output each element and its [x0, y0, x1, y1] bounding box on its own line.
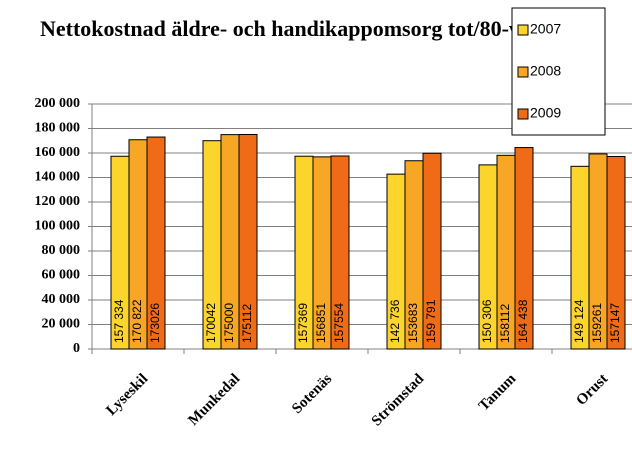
y-tick-label: 120 000	[35, 194, 81, 209]
y-tick-label: 180 000	[35, 121, 81, 136]
data-label: 149 124	[572, 299, 586, 343]
x-tick-label: Tanum	[476, 371, 520, 415]
x-tick-label: Orust	[573, 371, 611, 409]
bar	[238, 133, 258, 350]
y-tick-label: 40 000	[42, 292, 81, 307]
data-label: 153683	[406, 303, 420, 343]
bar	[146, 136, 166, 350]
y-tick-label: 100 000	[35, 219, 81, 234]
legend-label: 2009	[530, 105, 561, 121]
data-label: 157147	[608, 303, 622, 343]
y-tick-label: 60 000	[42, 268, 81, 283]
data-label: 164 438	[516, 299, 530, 343]
legend-swatch	[517, 108, 529, 120]
data-label: 159261	[590, 303, 604, 343]
legend-swatch	[517, 24, 529, 36]
x-tick-label: Munkedal	[185, 371, 243, 429]
data-label: 170 822	[130, 299, 144, 343]
data-label: 175000	[222, 303, 236, 343]
y-tick-label: 160 000	[35, 145, 81, 160]
bar	[330, 155, 350, 350]
data-label: 142 736	[388, 299, 402, 343]
data-label: 157 334	[112, 299, 126, 343]
y-tick-label: 20 000	[42, 317, 81, 332]
data-label: 157369	[296, 303, 310, 343]
data-label: 150 306	[480, 299, 494, 343]
bar	[514, 147, 534, 350]
bar	[606, 155, 626, 350]
y-tick-label: 140 000	[35, 170, 81, 185]
x-tick-label: Strömstad	[369, 370, 428, 429]
chart-title: Nettokostnad äldre- och handikappomsorg …	[40, 16, 525, 41]
y-tick-label: 200 000	[35, 96, 81, 111]
data-label: 170042	[204, 303, 218, 343]
x-tick-label: Lyseskil	[103, 371, 151, 419]
data-label: 158112	[498, 304, 512, 343]
legend-label: 2007	[530, 21, 561, 37]
data-label: 156851	[314, 303, 328, 343]
legend-swatch	[517, 66, 529, 78]
x-tick-label: Sotenäs	[289, 371, 335, 417]
bar	[422, 152, 442, 350]
legend-label: 2008	[530, 63, 561, 79]
data-label: 159 791	[424, 299, 438, 343]
data-label: 157554	[332, 303, 346, 343]
data-label: 173026	[148, 303, 162, 343]
y-tick-label: 80 000	[42, 243, 81, 258]
y-tick-label: 0	[73, 341, 80, 356]
data-label: 175112	[240, 304, 254, 343]
